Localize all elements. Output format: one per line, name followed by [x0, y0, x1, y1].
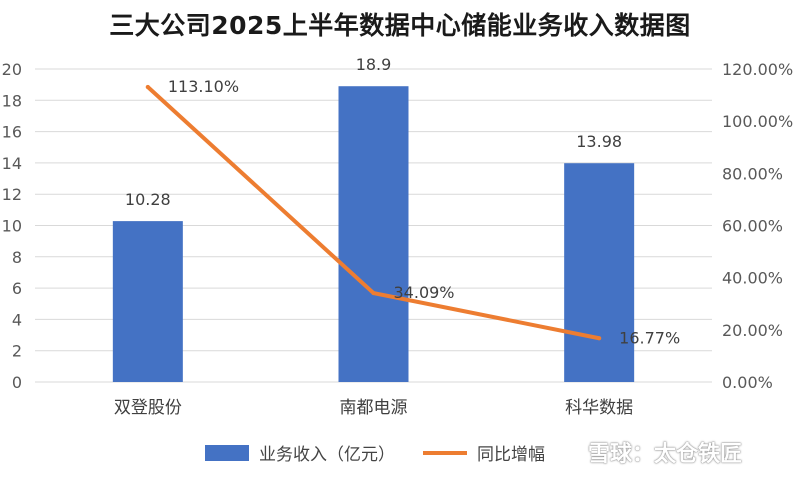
growth-point: [597, 336, 602, 341]
bar-data-label: 13.98: [576, 132, 622, 151]
y-right-tick-label: 120.00%: [722, 60, 793, 79]
x-tick-label: 科华数据: [565, 398, 633, 418]
y-right-tick-label: 60.00%: [722, 217, 783, 236]
line-data-label: 34.09%: [394, 283, 455, 302]
y-right-tick-label: 20.00%: [722, 321, 783, 340]
legend-swatch-line: [423, 450, 467, 455]
growth-point: [371, 291, 376, 296]
y-left-tick-label: 16: [2, 123, 22, 142]
y-left-tick-label: 8: [12, 248, 22, 267]
y-left-tick-label: 0: [12, 373, 22, 392]
watermark: 雪球：太仓铁匠: [588, 442, 743, 467]
legend-item-revenue: 业务收入（亿元）: [205, 440, 395, 465]
y-right-tick-label: 100.00%: [722, 112, 793, 131]
growth-point: [145, 84, 150, 89]
bar-data-label: 10.28: [125, 190, 171, 209]
y-left-tick-label: 10: [2, 217, 22, 236]
legend-label-revenue: 业务收入（亿元）: [259, 445, 395, 465]
bar: [338, 86, 409, 382]
y-right-tick-label: 40.00%: [722, 269, 783, 288]
y-left-tick-label: 14: [2, 154, 22, 173]
x-tick-label: 南都电源: [340, 398, 408, 418]
y-left-tick-label: 6: [12, 279, 22, 298]
y-right-tick-label: 0.00%: [722, 373, 773, 392]
line-data-label: 16.77%: [619, 328, 680, 347]
x-tick-label: 双登股份: [114, 398, 182, 418]
legend-label-growth: 同比增幅: [477, 445, 545, 465]
line-data-label: 113.10%: [168, 77, 239, 96]
bar: [564, 163, 635, 382]
chart-title: 三大公司2025上半年数据中心储能业务收入数据图: [109, 11, 691, 40]
y-left-tick-label: 2: [12, 342, 22, 361]
y-left-tick-label: 12: [2, 185, 22, 204]
y-right-tick-label: 80.00%: [722, 164, 783, 183]
bar: [112, 221, 183, 382]
y-left-tick-label: 20: [2, 60, 22, 79]
y-left-tick-label: 4: [12, 310, 22, 329]
legend: 业务收入（亿元） 同比增幅: [205, 440, 573, 465]
y-left-tick-label: 18: [2, 91, 22, 110]
legend-swatch-bar: [205, 444, 249, 461]
bar-data-label: 18.9: [356, 55, 392, 74]
legend-item-growth: 同比增幅: [423, 440, 545, 465]
